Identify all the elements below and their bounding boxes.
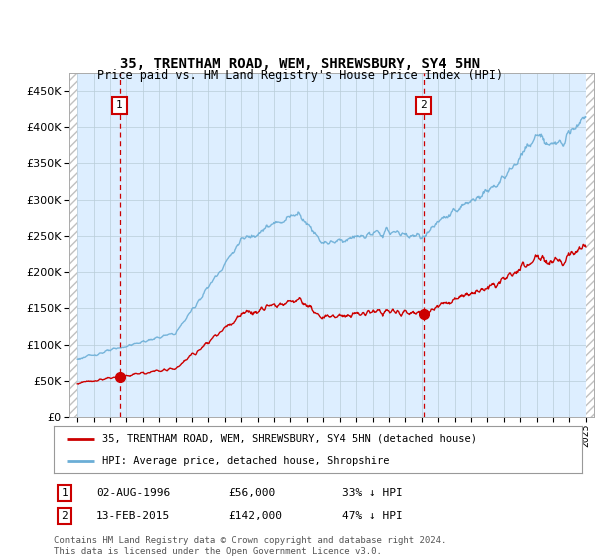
Text: 47% ↓ HPI: 47% ↓ HPI — [342, 511, 403, 521]
Text: £56,000: £56,000 — [228, 488, 275, 498]
Text: 2: 2 — [61, 511, 68, 521]
Text: 02-AUG-1996: 02-AUG-1996 — [96, 488, 170, 498]
Text: 1: 1 — [116, 100, 123, 110]
Bar — [586, 73, 594, 417]
Text: 35, TRENTHAM ROAD, WEM, SHREWSBURY, SY4 5HN (detached house): 35, TRENTHAM ROAD, WEM, SHREWSBURY, SY4 … — [101, 434, 476, 444]
Text: Contains HM Land Registry data © Crown copyright and database right 2024.
This d: Contains HM Land Registry data © Crown c… — [54, 536, 446, 556]
Text: 1: 1 — [61, 488, 68, 498]
Text: £142,000: £142,000 — [228, 511, 282, 521]
Text: 33% ↓ HPI: 33% ↓ HPI — [342, 488, 403, 498]
Bar — [69, 73, 77, 417]
Text: 35, TRENTHAM ROAD, WEM, SHREWSBURY, SY4 5HN: 35, TRENTHAM ROAD, WEM, SHREWSBURY, SY4 … — [120, 58, 480, 71]
Text: 2: 2 — [421, 100, 427, 110]
Text: Price paid vs. HM Land Registry's House Price Index (HPI): Price paid vs. HM Land Registry's House … — [97, 69, 503, 82]
Text: HPI: Average price, detached house, Shropshire: HPI: Average price, detached house, Shro… — [101, 456, 389, 466]
Text: 13-FEB-2015: 13-FEB-2015 — [96, 511, 170, 521]
